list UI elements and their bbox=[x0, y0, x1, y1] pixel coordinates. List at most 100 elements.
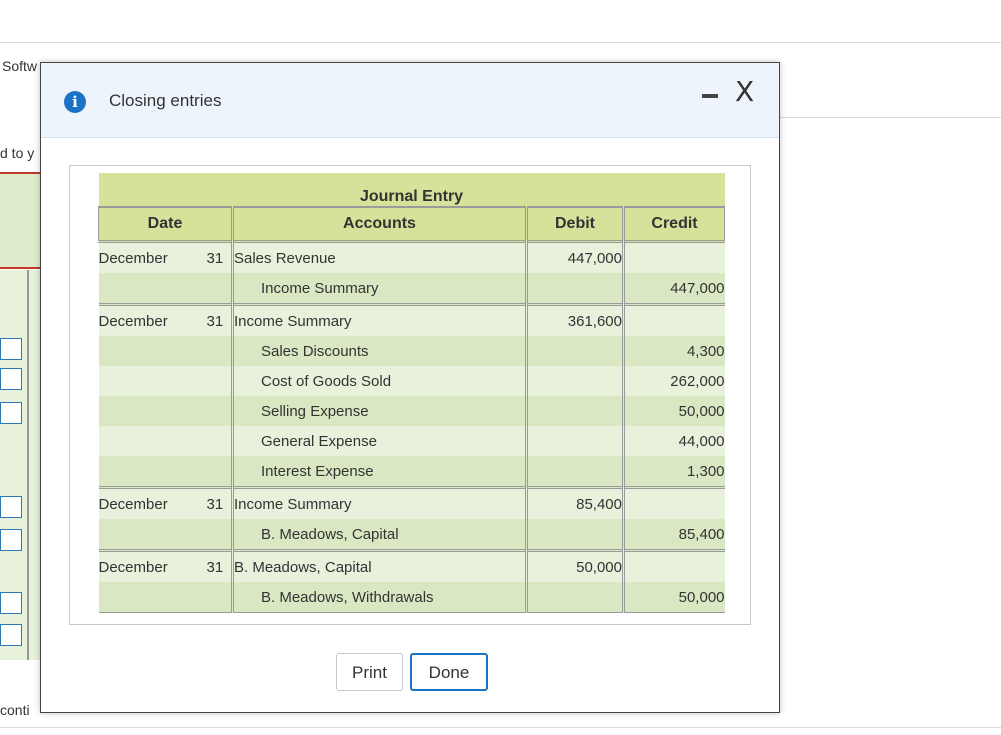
debit-cell bbox=[525, 582, 624, 613]
close-icon[interactable]: X bbox=[735, 75, 755, 108]
background-header bbox=[0, 174, 40, 267]
table-row: General Expense 44,000 bbox=[98, 426, 725, 456]
info-icon: i bbox=[64, 91, 86, 113]
debit-cell: 85,400 bbox=[525, 486, 624, 519]
credit-cell bbox=[621, 486, 725, 519]
background-input[interactable] bbox=[0, 592, 22, 614]
account-cell: Income Summary bbox=[231, 273, 527, 305]
background-text: d to y bbox=[0, 145, 35, 161]
background-column bbox=[27, 270, 29, 660]
table-row: Selling Expense 50,000 bbox=[98, 396, 725, 426]
debit-cell: 361,600 bbox=[525, 303, 624, 336]
table-row: December 31 Sales Revenue 447,000 bbox=[98, 240, 725, 273]
credit-cell: 50,000 bbox=[621, 396, 725, 426]
background-text: Softw bbox=[2, 58, 38, 74]
account-cell: B. Meadows, Capital bbox=[231, 549, 527, 582]
journal-table-frame: Journal Entry Date Accounts Debit Credit… bbox=[69, 165, 751, 625]
page-divider bbox=[0, 727, 1001, 728]
dialog-title: Closing entries bbox=[109, 91, 222, 110]
table-row: Interest Expense 1,300 bbox=[98, 456, 725, 488]
debit-cell: 447,000 bbox=[525, 240, 624, 273]
credit-cell bbox=[621, 240, 725, 273]
debit-cell bbox=[525, 273, 624, 305]
date-day: 31 bbox=[206, 249, 224, 267]
credit-cell: 85,400 bbox=[621, 519, 725, 551]
debit-cell bbox=[525, 336, 624, 366]
date-month: December bbox=[98, 312, 168, 330]
background-text: conti bbox=[0, 702, 30, 718]
credit-cell: 447,000 bbox=[621, 273, 725, 305]
date-day: 31 bbox=[206, 495, 224, 513]
account-cell: Income Summary bbox=[231, 486, 527, 519]
background-border bbox=[0, 172, 40, 174]
credit-cell: 4,300 bbox=[621, 336, 725, 366]
background-border bbox=[0, 267, 40, 269]
background-input[interactable] bbox=[0, 624, 22, 646]
credit-cell: 44,000 bbox=[621, 426, 725, 456]
debit-cell bbox=[525, 519, 624, 551]
debit-cell bbox=[525, 396, 624, 426]
date-month: December bbox=[98, 249, 168, 267]
date-cell bbox=[98, 519, 233, 551]
background-input[interactable] bbox=[0, 529, 22, 551]
account-cell: Sales Discounts bbox=[231, 336, 527, 366]
debit-cell: 50,000 bbox=[525, 549, 624, 582]
column-header-accounts: Accounts bbox=[231, 206, 527, 242]
date-cell bbox=[98, 366, 233, 396]
date-month: December bbox=[98, 495, 168, 513]
table-row: Cost of Goods Sold 262,000 bbox=[98, 366, 725, 396]
credit-cell bbox=[621, 303, 725, 336]
account-cell: B. Meadows, Capital bbox=[231, 519, 527, 551]
date-cell: December 31 bbox=[98, 549, 233, 582]
credit-cell: 1,300 bbox=[621, 456, 725, 488]
minimize-icon[interactable] bbox=[702, 94, 718, 98]
table-row: Sales Discounts 4,300 bbox=[98, 336, 725, 366]
account-cell: Sales Revenue bbox=[231, 240, 527, 273]
table-row: B. Meadows, Withdrawals 50,000 bbox=[98, 582, 725, 613]
date-cell: December 31 bbox=[98, 240, 233, 273]
debit-cell bbox=[525, 456, 624, 488]
column-header-debit: Debit bbox=[525, 206, 624, 242]
account-cell: Income Summary bbox=[231, 303, 527, 336]
table-row: December 31 B. Meadows, Capital 50,000 bbox=[98, 549, 725, 582]
date-cell bbox=[98, 456, 233, 488]
date-cell bbox=[98, 273, 233, 305]
background-input[interactable] bbox=[0, 496, 22, 518]
credit-cell: 50,000 bbox=[621, 582, 725, 613]
column-header-date: Date bbox=[98, 206, 233, 242]
background-input[interactable] bbox=[0, 402, 22, 424]
done-button[interactable]: Done bbox=[410, 653, 488, 691]
table-row: B. Meadows, Capital 85,400 bbox=[98, 519, 725, 551]
credit-cell: 262,000 bbox=[621, 366, 725, 396]
account-cell: Cost of Goods Sold bbox=[231, 366, 527, 396]
account-cell: B. Meadows, Withdrawals bbox=[231, 582, 527, 613]
account-cell: Selling Expense bbox=[231, 396, 527, 426]
debit-cell bbox=[525, 366, 624, 396]
account-cell: Interest Expense bbox=[231, 456, 527, 488]
date-cell bbox=[98, 582, 233, 613]
date-cell bbox=[98, 426, 233, 456]
date-cell bbox=[98, 396, 233, 426]
date-day: 31 bbox=[206, 312, 224, 330]
page-divider bbox=[0, 42, 1001, 43]
journal-entry-table: Journal Entry Date Accounts Debit Credit… bbox=[98, 173, 726, 613]
background-input[interactable] bbox=[0, 368, 22, 390]
date-month: December bbox=[98, 558, 168, 576]
table-row: December 31 Income Summary 85,400 bbox=[98, 486, 725, 519]
date-day: 31 bbox=[206, 558, 224, 576]
page-divider bbox=[780, 117, 1001, 118]
table-row: December 31 Income Summary 361,600 bbox=[98, 303, 725, 336]
column-header-credit: Credit bbox=[621, 206, 726, 242]
table-row: Income Summary 447,000 bbox=[98, 273, 725, 305]
date-cell: December 31 bbox=[98, 486, 233, 519]
dialog-header: i Closing entries X bbox=[41, 63, 779, 138]
debit-cell bbox=[525, 426, 624, 456]
closing-entries-dialog: i Closing entries X Journal Entry Date A… bbox=[40, 62, 780, 713]
credit-cell bbox=[621, 549, 725, 582]
table-caption: Journal Entry bbox=[98, 173, 725, 207]
background-input[interactable] bbox=[0, 338, 22, 360]
date-cell bbox=[98, 336, 233, 366]
account-cell: General Expense bbox=[231, 426, 527, 456]
print-button[interactable]: Print bbox=[336, 653, 403, 691]
date-cell: December 31 bbox=[98, 303, 233, 336]
